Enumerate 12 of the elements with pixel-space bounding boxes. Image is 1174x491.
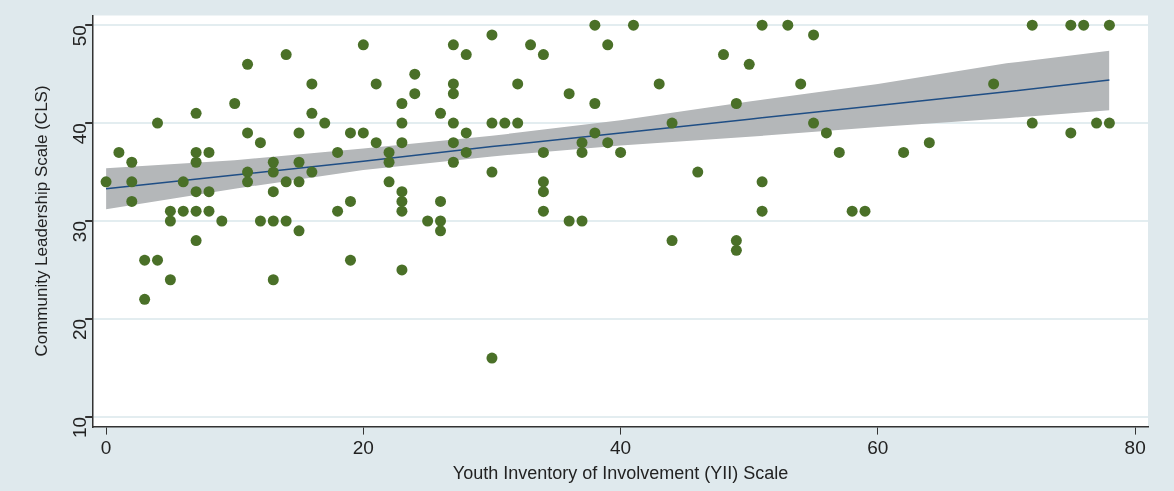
x-tick-label: 20 [352, 437, 374, 459]
x-axis-title: Youth Inventory of Involvement (YII) Scale [452, 463, 789, 484]
x-tick-label: 0 [100, 437, 112, 459]
y-tick-label: 50 [69, 25, 91, 47]
y-axis-title: Community Leadership Scale (CLS) [31, 85, 51, 357]
y-tick-label: 20 [69, 318, 91, 341]
y-tick-label: 40 [69, 123, 91, 145]
x-tick-label: 60 [867, 437, 889, 459]
y-tick-label: 30 [69, 221, 91, 243]
x-tick-label: 80 [1124, 437, 1146, 459]
y-tick-label: 10 [69, 416, 91, 438]
x-tick-label: 40 [610, 437, 632, 459]
